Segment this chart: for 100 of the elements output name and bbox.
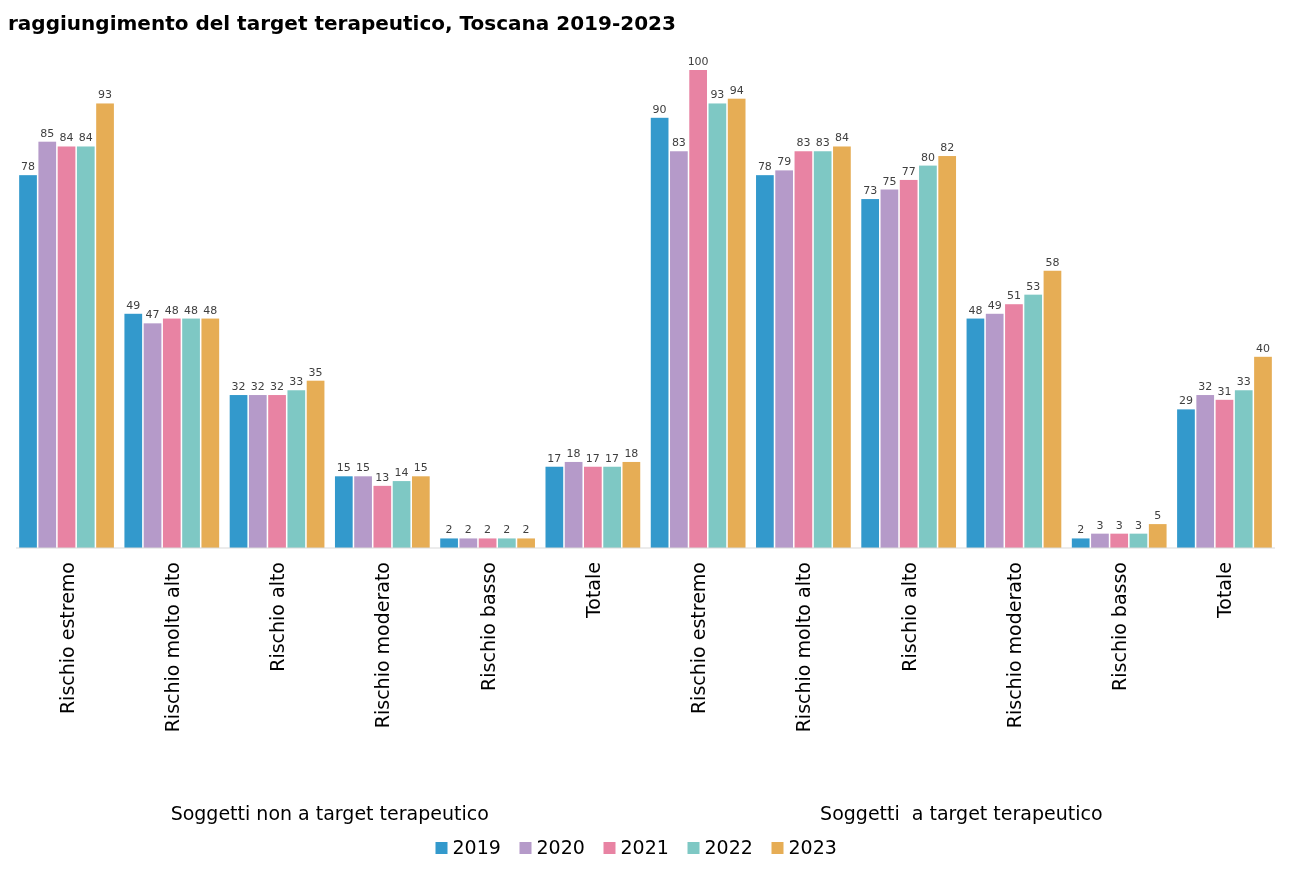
bar — [861, 199, 880, 548]
data-label: 29 — [1178, 394, 1193, 408]
data-label: 17 — [585, 451, 600, 465]
data-label: 51 — [1006, 289, 1021, 303]
data-label: 2 — [484, 523, 492, 537]
x-tick-label: Rischio basso — [1108, 562, 1131, 691]
data-label: 2 — [522, 523, 530, 537]
data-label: 17 — [605, 451, 620, 465]
x-tick-label: Rischio estremo — [55, 562, 78, 715]
bar — [1110, 533, 1129, 548]
bar — [182, 318, 200, 548]
x-tick-label: Rischio moderato — [1002, 562, 1025, 729]
data-label: 48 — [203, 303, 218, 317]
data-label: 2 — [1077, 523, 1085, 537]
text: Soggetti a target terapeutico — [820, 802, 1103, 824]
bar — [334, 476, 353, 548]
bar — [622, 461, 641, 548]
data-label: 84 — [78, 131, 93, 145]
bar — [76, 146, 95, 548]
bar — [1043, 270, 1062, 548]
data-label: 18 — [624, 446, 639, 460]
data-label: 48 — [968, 303, 983, 317]
bar — [459, 538, 478, 548]
bar — [603, 466, 621, 548]
bar — [1215, 399, 1234, 548]
bar — [287, 390, 306, 548]
data-label: 78 — [757, 160, 772, 174]
data-label: 47 — [145, 308, 160, 322]
data-label: 13 — [375, 470, 390, 484]
data-label: 49 — [126, 298, 141, 312]
bar — [411, 476, 430, 548]
data-label: 77 — [901, 164, 916, 178]
data-label: 15 — [413, 461, 428, 475]
bar — [1254, 356, 1272, 548]
data-label: 3 — [1096, 518, 1104, 532]
data-label: 32 — [270, 380, 285, 394]
data-label: 94 — [729, 83, 744, 97]
text: Soggetti non a target terapeutico — [170, 802, 489, 824]
bar — [498, 538, 516, 548]
bar — [57, 146, 76, 548]
bar — [670, 151, 688, 548]
data-label: 79 — [777, 155, 792, 169]
data-label: 83 — [796, 136, 811, 150]
data-label: 78 — [21, 160, 36, 174]
bar — [1196, 395, 1215, 548]
data-label: 48 — [184, 303, 199, 317]
bar — [813, 151, 832, 548]
data-label: 33 — [289, 375, 304, 389]
data-label: 3 — [1115, 518, 1123, 532]
x-tick-label: Totale — [1213, 562, 1236, 620]
data-label: 84 — [834, 131, 849, 145]
data-label: 33 — [1236, 375, 1251, 389]
legend-label: 2022 — [704, 836, 753, 858]
data-label: 82 — [940, 141, 955, 155]
bar — [354, 476, 372, 548]
x-tick-label: Rischio alto — [266, 562, 289, 672]
bar — [584, 466, 602, 548]
bar — [919, 165, 937, 548]
bar — [794, 151, 813, 548]
data-label: 83 — [815, 136, 830, 150]
data-label: 93 — [98, 88, 113, 102]
bar — [1024, 294, 1043, 548]
bar — [545, 466, 564, 548]
legend-label: 2023 — [788, 836, 837, 858]
x-tick-label: Rischio alto — [897, 562, 920, 672]
bar — [775, 170, 793, 548]
data-label: 14 — [394, 466, 409, 480]
data-label: 15 — [356, 461, 371, 475]
bar — [938, 156, 957, 548]
data-label: 84 — [59, 131, 74, 145]
data-label: 32 — [1198, 380, 1213, 394]
x-tick-label: Rischio moderato — [371, 562, 394, 729]
bar — [833, 146, 851, 548]
bar — [143, 323, 162, 548]
bar — [478, 538, 497, 548]
bar — [727, 98, 746, 548]
data-label: 80 — [920, 150, 935, 164]
x-tick-label: Totale — [581, 562, 604, 620]
bar — [650, 117, 669, 548]
bar — [1148, 524, 1167, 548]
bar — [985, 313, 1004, 548]
x-tick-label: Rischio basso — [476, 562, 499, 691]
bar — [392, 481, 411, 548]
data-label: 53 — [1026, 279, 1041, 293]
bar — [1234, 390, 1253, 548]
data-label: 31 — [1217, 384, 1232, 398]
bar — [19, 175, 37, 548]
data-label: 3 — [1134, 518, 1142, 532]
chart-title: raggiungimento del target terapeutico, Toscana 2019-2023 — [8, 11, 676, 35]
data-label: 18 — [566, 446, 581, 460]
data-label: 49 — [987, 298, 1002, 312]
data-label: 2 — [503, 523, 511, 537]
data-label: 5 — [1154, 509, 1162, 523]
bar — [1091, 533, 1109, 548]
bar — [268, 395, 286, 548]
data-label: 93 — [710, 88, 725, 102]
legend-label: 2020 — [536, 836, 585, 858]
x-tick-label: Rischio molto alto — [160, 562, 183, 733]
bar — [1071, 538, 1090, 548]
data-label: 48 — [164, 303, 179, 317]
